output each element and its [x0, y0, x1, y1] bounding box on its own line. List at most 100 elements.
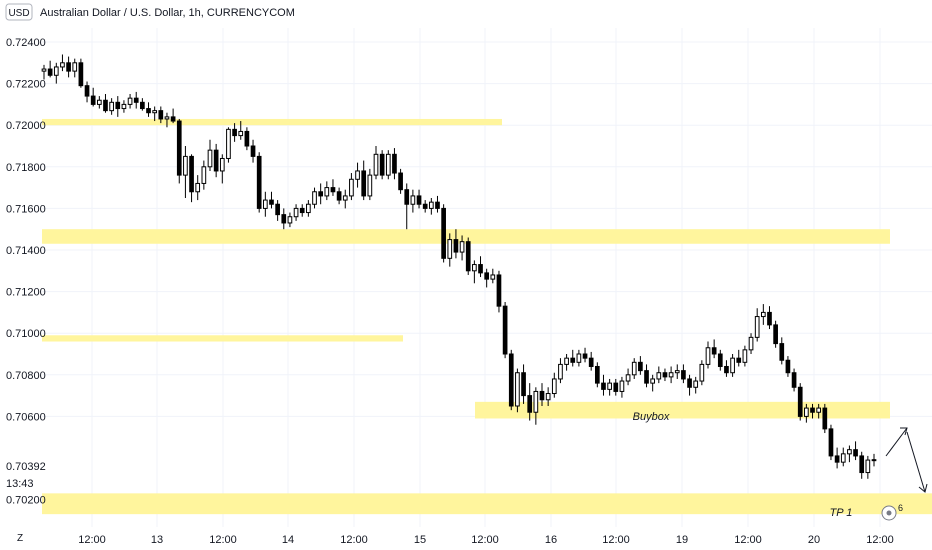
indicator-badge[interactable]: 6 — [881, 503, 903, 521]
candle — [570, 349, 576, 367]
candle — [293, 204, 299, 221]
candle — [66, 56, 71, 78]
candle — [269, 191, 274, 209]
candle — [275, 200, 280, 221]
candle — [428, 198, 434, 215]
candle — [306, 200, 311, 217]
candle — [189, 154, 194, 203]
candle — [656, 366, 662, 384]
candle — [226, 127, 231, 163]
y-tick-label: 0.70600 — [6, 411, 46, 423]
x-tick-label: 14 — [282, 534, 294, 546]
candle — [631, 358, 637, 379]
candle — [250, 139, 256, 163]
y-tick-label: 0.71800 — [6, 162, 46, 174]
candle — [717, 349, 723, 371]
x-tick-label: 16 — [545, 534, 557, 546]
y-tick-label: 0.70800 — [6, 370, 46, 382]
currency-badge[interactable]: USD — [5, 3, 33, 21]
arrow-up-line — [885, 427, 908, 457]
candle — [47, 60, 53, 78]
candle — [373, 146, 379, 180]
candle — [121, 100, 127, 113]
candle — [140, 98, 145, 111]
candle — [791, 368, 797, 392]
indicator-count: 6 — [898, 503, 903, 513]
candle — [748, 333, 754, 354]
candle — [650, 374, 656, 392]
candle — [170, 108, 176, 124]
candle — [453, 229, 459, 259]
candle — [699, 360, 705, 386]
candle — [804, 403, 809, 423]
zone-rect — [42, 229, 890, 244]
candle — [385, 150, 391, 180]
bar-countdown: 13:43 — [6, 478, 34, 490]
candle — [410, 189, 416, 213]
candle — [859, 451, 865, 479]
x-tick-label: 20 — [808, 534, 820, 546]
candle — [422, 200, 428, 213]
candle — [60, 54, 65, 72]
candle — [767, 306, 772, 330]
candle — [127, 94, 133, 109]
candle — [183, 146, 188, 198]
candle — [853, 441, 858, 461]
candle — [674, 364, 680, 379]
arrow-up-head — [900, 427, 908, 436]
candle — [238, 121, 244, 140]
candle — [213, 143, 219, 178]
candle — [392, 148, 397, 180]
candle — [262, 191, 268, 217]
projection-arrows — [885, 427, 928, 493]
arrow-down-head — [918, 483, 928, 493]
y-tick-label: 0.71400 — [6, 245, 46, 257]
candle — [588, 351, 594, 371]
candle — [558, 358, 563, 384]
candle — [539, 383, 545, 406]
candle — [594, 362, 600, 388]
y-tick-label: 0.71600 — [6, 203, 46, 215]
chart-title: Australian Dollar / U.S. Dollar, 1h, CUR… — [40, 7, 295, 19]
candle — [545, 387, 551, 406]
candle — [324, 181, 330, 201]
candle — [834, 447, 840, 469]
candle — [78, 58, 84, 88]
candle — [379, 150, 385, 180]
last-price-value: 0.70392 — [6, 461, 46, 473]
x-axis[interactable]: 12:00 13 12:00 14 12:00 15 12:00 16 12:00 19 12:00… — [78, 534, 894, 546]
candle — [133, 91, 139, 109]
candle — [785, 356, 791, 377]
candle — [447, 233, 453, 267]
candle — [582, 347, 588, 363]
y-tick-label: 0.70200 — [6, 495, 46, 507]
candle — [299, 204, 305, 217]
candle — [355, 162, 360, 188]
candle — [41, 64, 47, 80]
y-axis[interactable]: 0.72400 0.72200 0.72000 0.71800 0.71600 0.714… — [6, 37, 46, 507]
candle — [687, 374, 692, 396]
y-tick-label: 0.72200 — [6, 79, 46, 91]
candle — [336, 187, 342, 205]
candle — [527, 383, 533, 421]
candle — [164, 112, 170, 128]
candle — [318, 183, 324, 205]
x-tick-label: 12:00 — [78, 534, 106, 546]
candle — [521, 364, 526, 404]
candle — [201, 160, 207, 190]
candle — [72, 58, 78, 78]
candle — [644, 364, 649, 388]
candle — [478, 256, 483, 278]
candle — [551, 372, 557, 398]
candle — [871, 453, 877, 467]
scale-mode-button[interactable]: Z — [17, 533, 23, 544]
candle — [490, 268, 496, 284]
candle — [404, 183, 410, 230]
y-tick-label: 0.72400 — [6, 37, 46, 49]
candle — [773, 320, 778, 348]
candle — [724, 360, 729, 377]
candle — [730, 354, 735, 377]
candle — [330, 179, 336, 196]
